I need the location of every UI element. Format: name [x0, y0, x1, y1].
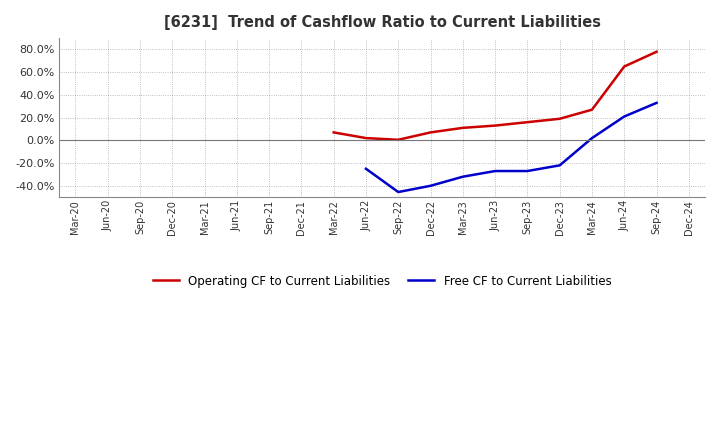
Operating CF to Current Liabilities — [555, 116, 564, 121]
Operating CF to Current Liabilities — [523, 120, 532, 125]
Line: Free CF to Current Liabilities: Free CF to Current Liabilities — [366, 103, 657, 192]
Free CF to Current Liabilities — [361, 166, 370, 172]
Operating CF to Current Liabilities — [588, 107, 596, 112]
Operating CF to Current Liabilities — [652, 49, 661, 55]
Free CF to Current Liabilities — [491, 169, 500, 174]
Legend: Operating CF to Current Liabilities, Free CF to Current Liabilities: Operating CF to Current Liabilities, Fre… — [148, 270, 616, 292]
Free CF to Current Liabilities — [652, 100, 661, 106]
Free CF to Current Liabilities — [588, 136, 596, 141]
Operating CF to Current Liabilities — [394, 137, 402, 143]
Operating CF to Current Liabilities — [426, 130, 435, 135]
Free CF to Current Liabilities — [523, 169, 532, 174]
Operating CF to Current Liabilities — [459, 125, 467, 131]
Free CF to Current Liabilities — [459, 174, 467, 180]
Free CF to Current Liabilities — [426, 183, 435, 188]
Title: [6231]  Trend of Cashflow Ratio to Current Liabilities: [6231] Trend of Cashflow Ratio to Curren… — [163, 15, 600, 30]
Operating CF to Current Liabilities — [361, 136, 370, 141]
Operating CF to Current Liabilities — [620, 64, 629, 69]
Free CF to Current Liabilities — [555, 163, 564, 168]
Operating CF to Current Liabilities — [329, 130, 338, 135]
Line: Operating CF to Current Liabilities: Operating CF to Current Liabilities — [333, 52, 657, 140]
Free CF to Current Liabilities — [394, 189, 402, 194]
Free CF to Current Liabilities — [620, 114, 629, 119]
Operating CF to Current Liabilities — [491, 123, 500, 128]
